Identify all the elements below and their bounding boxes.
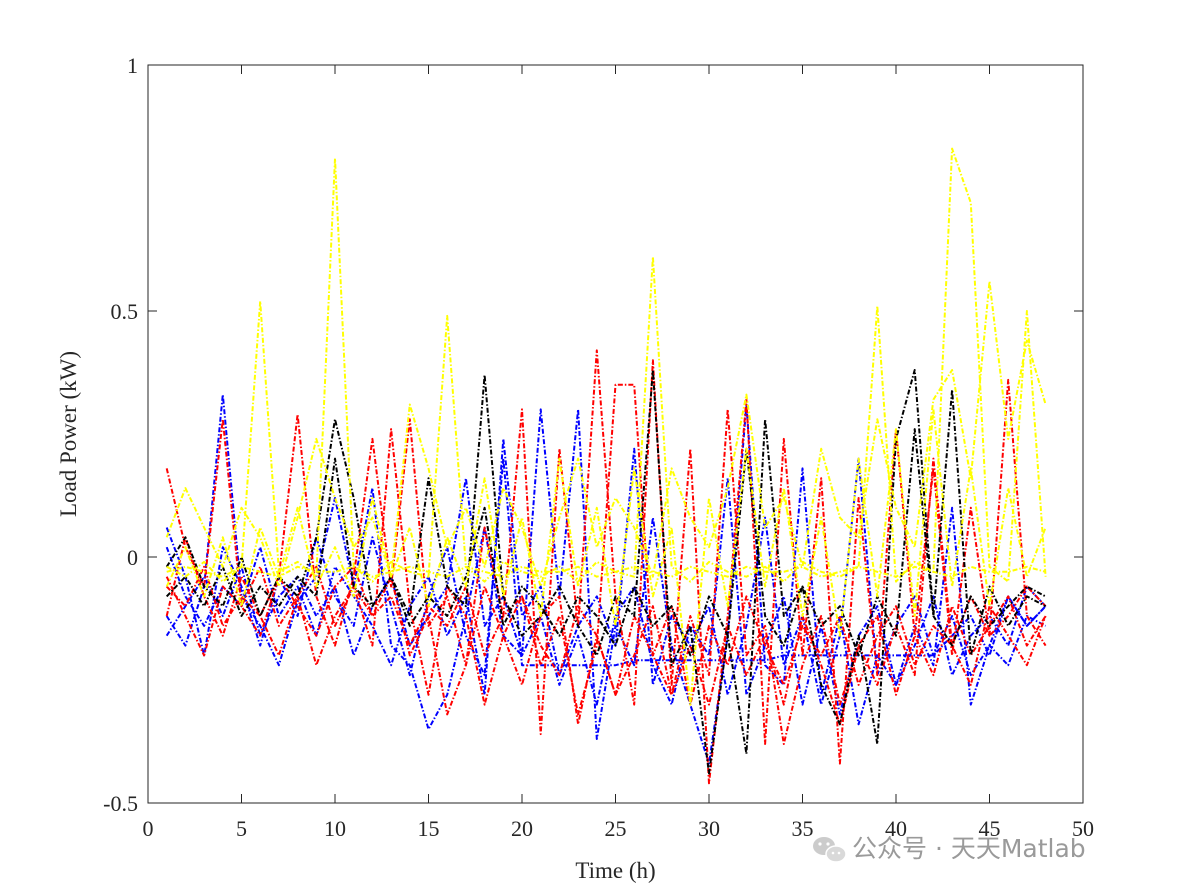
y-tick-label: 0.5 xyxy=(111,299,139,324)
series-line-6 xyxy=(165,383,1047,745)
watermark: 公众号 · 天天Matlab xyxy=(813,834,1086,863)
x-tick-label: 0 xyxy=(143,816,154,841)
x-tick-label: 25 xyxy=(605,816,627,841)
y-tick-label: 0 xyxy=(127,545,138,570)
x-tick-label: 20 xyxy=(511,816,533,841)
x-tick-label: 30 xyxy=(698,816,720,841)
tick-layer: 0 5 10 15 20 25 30 35 40 45 50-0.500.51 xyxy=(103,53,1094,841)
series-layer xyxy=(165,147,1047,785)
series-line-14 xyxy=(165,408,1047,706)
watermark-text: 公众号 · 天天Matlab xyxy=(852,834,1086,863)
x-axis-label: Time (h) xyxy=(575,858,655,883)
series-line-3 xyxy=(165,477,1047,716)
x-tick-label: 50 xyxy=(1072,816,1094,841)
y-axis-label: Load Power (kW) xyxy=(56,351,81,517)
wechat-icon xyxy=(813,837,847,863)
series-line-1 xyxy=(165,393,1047,765)
x-tick-label: 5 xyxy=(236,816,247,841)
series-line-13 xyxy=(166,565,1046,578)
series-line-4 xyxy=(165,437,1047,706)
x-tick-label: 40 xyxy=(885,816,907,841)
series-line-11 xyxy=(166,147,1047,583)
plot-area xyxy=(148,65,1083,803)
series-line-5 xyxy=(165,349,1047,785)
x-tick-label: 15 xyxy=(418,816,440,841)
series-line-10 xyxy=(165,428,1047,657)
x-tick-label: 45 xyxy=(979,816,1001,841)
series-line-9 xyxy=(165,369,1047,775)
y-tick-label: -0.5 xyxy=(103,791,138,816)
x-tick-label: 10 xyxy=(324,816,346,841)
x-tick-label: 35 xyxy=(792,816,814,841)
y-tick-label: 1 xyxy=(127,53,138,78)
series-line-12 xyxy=(165,280,1047,588)
series-line-8 xyxy=(165,565,1047,706)
